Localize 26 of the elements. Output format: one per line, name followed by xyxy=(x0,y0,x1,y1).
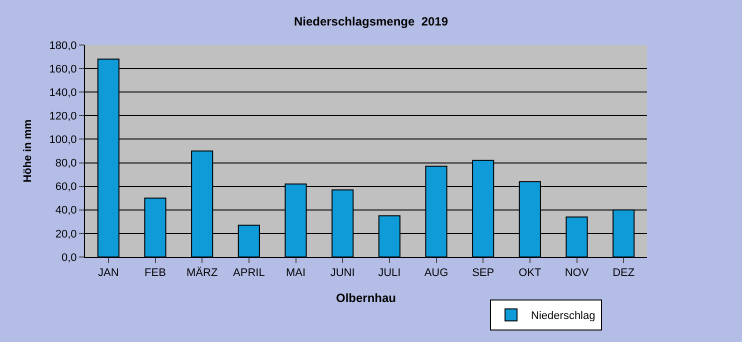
x-tick-label: MAI xyxy=(286,267,306,280)
chart-title: Niederschlagsmenge 2019 xyxy=(294,14,448,28)
y-tick-label: 0,0 xyxy=(62,252,77,264)
x-tick-label: APRIL xyxy=(233,267,265,280)
y-tick-label: 180,0 xyxy=(49,40,77,52)
y-tick-label: 80,0 xyxy=(55,158,77,170)
y-axis-title: Höhe in mm xyxy=(22,119,34,182)
x-tick-label: FEB xyxy=(144,267,166,280)
y-tick-label: 120,0 xyxy=(49,110,77,123)
x-tick-label: JULI xyxy=(378,267,401,280)
x-tick-label: NOV xyxy=(564,267,590,280)
y-tick-label: 60,0 xyxy=(55,181,77,194)
x-tick-label: MÄRZ xyxy=(186,266,218,280)
x-tick-label: OKT xyxy=(518,267,542,280)
legend-label: Niederschlag xyxy=(531,310,596,322)
x-tick-label: JUNI xyxy=(330,267,355,280)
x-tick-label: JAN xyxy=(98,267,119,280)
y-tick-label: 100,0 xyxy=(49,134,77,146)
x-tick-label: SEP xyxy=(472,267,494,280)
x-tick-label: DEZ xyxy=(612,267,635,280)
y-tick-label: 160,0 xyxy=(49,63,77,76)
x-axis-title: Olbernhau xyxy=(336,291,396,306)
y-tick-label: 140,0 xyxy=(49,86,77,99)
x-tick-label: AUG xyxy=(424,267,448,280)
y-tick-label: 20,0 xyxy=(55,228,77,240)
y-tick-label: 40,0 xyxy=(55,204,77,217)
